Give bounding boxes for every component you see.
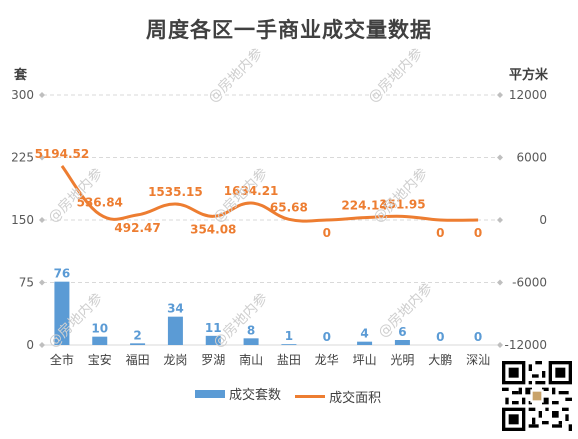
tick-marker	[497, 154, 503, 161]
bar	[281, 344, 297, 345]
tick-marker	[39, 279, 45, 286]
tick-marker	[497, 92, 503, 98]
legend-label: 成交面积	[329, 390, 382, 406]
bar	[130, 343, 146, 345]
line-data-label: 224.14	[341, 199, 387, 213]
x-tick-label: 坪山	[353, 353, 377, 367]
bar-data-label: 8	[247, 323, 255, 337]
bar-data-label: 0	[436, 330, 444, 344]
y-left-tick-label: 0	[26, 338, 34, 352]
x-tick-label: 全市	[50, 352, 74, 367]
bar-data-label: 4	[360, 327, 368, 341]
legend-item-line: 成交面积	[295, 387, 381, 406]
legend-label: 成交套数	[229, 388, 282, 403]
bar-data-label: 6	[398, 325, 406, 339]
tick-marker	[39, 92, 45, 98]
tick-marker	[497, 217, 503, 223]
y-right-tick-label: -12000	[504, 338, 547, 352]
bar-data-label: 1	[285, 329, 293, 343]
x-tick-label: 龙华	[315, 353, 339, 367]
x-tick-label: 龙岗	[163, 353, 187, 367]
bar-data-label: 10	[91, 322, 108, 336]
left-axis-unit: 套	[14, 68, 28, 83]
chart-title: 周度各区一手商业成交量数据	[146, 18, 432, 42]
line-data-label: 536.84	[77, 195, 123, 209]
bar-data-label: 0	[323, 330, 331, 344]
line-data-label: 5194.52	[35, 147, 90, 161]
bar	[205, 335, 221, 345]
y-right-tick-label: 6000	[516, 151, 547, 165]
tick-marker	[497, 342, 503, 348]
x-tick-label: 大鹏	[428, 353, 452, 367]
bar	[54, 281, 70, 345]
legend: 成交套数 成交面积	[195, 384, 391, 406]
x-tick-label: 光明	[390, 353, 414, 367]
right-axis-unit: 平方米	[509, 68, 549, 83]
y-left-tick-label: 225	[11, 151, 34, 165]
bar	[394, 340, 410, 345]
line-data-label: 1634.21	[224, 184, 279, 198]
x-tick-label: 南山	[239, 352, 263, 367]
line-data-label: 351.95	[379, 197, 425, 211]
bar	[357, 341, 373, 345]
line-data-label: 492.47	[114, 221, 160, 235]
x-tick-label: 罗湖	[201, 352, 225, 367]
tick-marker	[497, 279, 503, 286]
line-series	[60, 164, 479, 223]
x-tick-label: 宝安	[88, 352, 112, 367]
y-left-tick-label: 75	[19, 276, 34, 290]
bar	[167, 316, 183, 345]
line-data-label: 65.68	[270, 200, 308, 214]
y-right-tick-label: 0	[539, 213, 547, 227]
line-data-label: 1535.15	[148, 185, 203, 199]
bar-data-label: 11	[205, 321, 222, 335]
tick-marker	[39, 342, 45, 348]
y-right-tick-label: -6000	[512, 276, 547, 290]
bar-data-label: 76	[54, 267, 71, 281]
legend-line-swatch	[295, 394, 326, 398]
y-left-tick-label: 300	[11, 88, 34, 102]
bar	[92, 336, 108, 345]
x-tick-label: 盐田	[277, 353, 301, 367]
line-data-label: 0	[436, 226, 444, 240]
x-tick-label: 福田	[126, 352, 150, 367]
legend-item-bars: 成交套数	[195, 384, 281, 403]
x-tick-label: 深汕	[466, 353, 490, 367]
bar-data-label: 2	[133, 328, 141, 342]
line-data-label: 0	[474, 226, 482, 240]
bar-data-label: 34	[167, 302, 184, 316]
line-data-label: 0	[323, 226, 331, 240]
qr-code-icon	[502, 361, 572, 431]
y-right-tick-label: 12000	[509, 88, 547, 102]
y-left-tick-label: 150	[11, 213, 34, 227]
line-data-label: 354.08	[190, 222, 236, 236]
bar	[243, 338, 259, 345]
bar-data-label: 0	[474, 330, 482, 344]
tick-marker	[39, 154, 45, 161]
legend-bar-swatch	[195, 389, 225, 398]
tick-marker	[39, 217, 45, 223]
